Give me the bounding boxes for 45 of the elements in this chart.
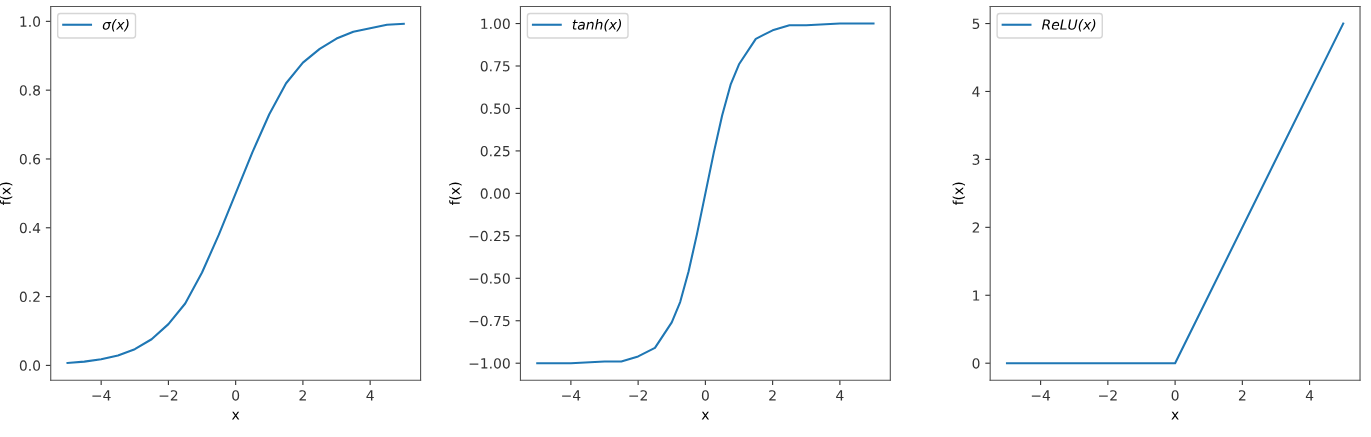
y-tick-label: 0.25 bbox=[480, 145, 510, 157]
y-tick-label: 0.6 bbox=[19, 153, 41, 165]
y-tick-label: 0.00 bbox=[480, 188, 510, 199]
x-tick-label: 4 bbox=[836, 390, 844, 401]
y-tick-label: −0.50 bbox=[469, 273, 510, 284]
y-tick-label: −1.00 bbox=[469, 358, 510, 369]
x-tick-label: 2 bbox=[299, 390, 306, 401]
y-tick-label: 0 bbox=[972, 358, 980, 369]
y-tick-label: 1 bbox=[973, 290, 980, 301]
y-tick-label: 0.0 bbox=[19, 360, 41, 371]
y-tick-label: 4 bbox=[972, 86, 980, 97]
x-tick-label: −2 bbox=[159, 390, 178, 401]
y-tick-label: −0.25 bbox=[469, 230, 510, 242]
y-tick-label: 0.8 bbox=[19, 85, 41, 96]
y-axis-title: f(x) bbox=[449, 182, 462, 206]
y-axis-title: f(x) bbox=[952, 182, 965, 206]
x-axis-title: x bbox=[701, 411, 710, 420]
x-tick-label: 2 bbox=[769, 390, 776, 401]
legend-label: σ(x) bbox=[102, 19, 129, 32]
x-tick-label: −2 bbox=[1099, 390, 1117, 401]
x-tick-label: 2 bbox=[1238, 390, 1246, 401]
x-tick-label: −4 bbox=[1031, 390, 1051, 401]
x-tick-label: 0 bbox=[701, 390, 709, 401]
x-tick-label: −2 bbox=[629, 390, 647, 401]
y-tick-label: −0.75 bbox=[469, 315, 510, 327]
y-tick-label: 0.2 bbox=[19, 291, 40, 303]
x-axis-title: x bbox=[1171, 411, 1179, 420]
y-tick-label: 0.50 bbox=[480, 103, 510, 114]
legend-label: tanh(x) bbox=[572, 19, 622, 32]
y-tick-label: 0.4 bbox=[19, 222, 41, 234]
y-tick-label: 0.75 bbox=[480, 60, 510, 72]
y-tick-label: 3 bbox=[972, 154, 980, 165]
y-tick-label: 1.00 bbox=[481, 18, 510, 30]
x-tick-label: 0 bbox=[232, 390, 240, 401]
x-tick-label: −4 bbox=[92, 390, 111, 401]
legend-label: ReLU(x) bbox=[1041, 19, 1096, 32]
y-tick-label: 1.0 bbox=[20, 16, 41, 27]
y-tick-label: 5 bbox=[972, 18, 980, 30]
x-tick-label: 4 bbox=[1305, 390, 1314, 401]
x-tick-label: 0 bbox=[1171, 390, 1179, 401]
x-tick-label: 4 bbox=[366, 390, 374, 401]
y-tick-label: 2 bbox=[972, 222, 980, 233]
y-axis-title: f(x) bbox=[0, 182, 13, 206]
x-tick-label: −4 bbox=[562, 390, 581, 401]
x-axis-title: x bbox=[231, 411, 240, 420]
